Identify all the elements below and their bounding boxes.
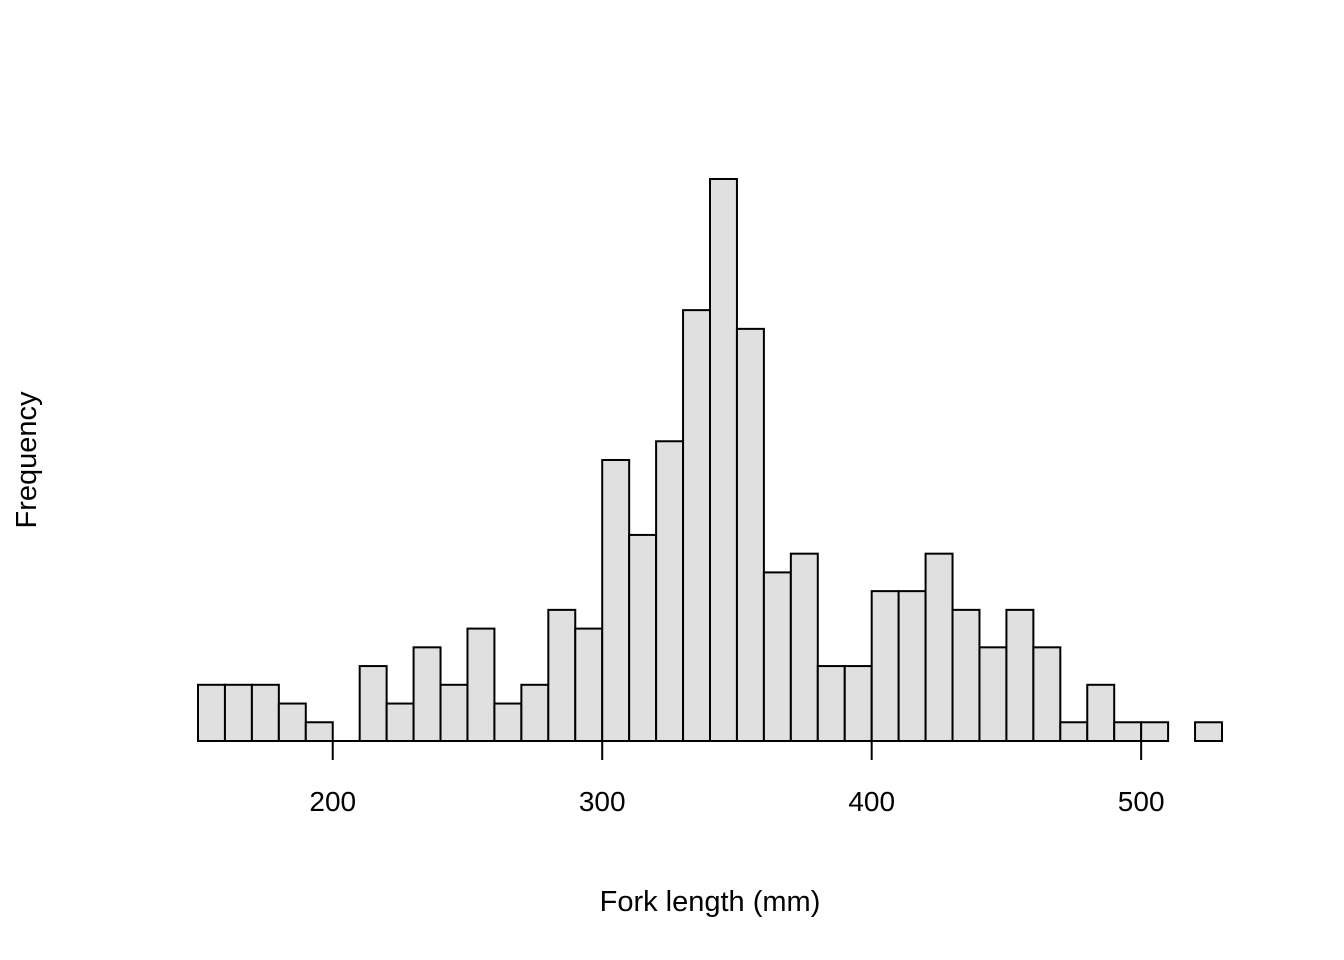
histogram-bar-520 [1194, 721, 1223, 742]
histogram-bar-230 [412, 646, 442, 742]
x-tick-label-500: 500 [1118, 786, 1165, 817]
x-axis-label: Fork length (mm) [600, 886, 821, 918]
histogram-bar-310 [628, 533, 658, 743]
histogram-bar-210 [358, 665, 388, 742]
x-axis: 200 300 400 500 [309, 740, 1165, 817]
histogram-bar-260 [493, 702, 523, 742]
histogram-bar-410 [897, 590, 927, 743]
histogram-bar-440 [978, 646, 1008, 742]
histogram-bar-480 [1086, 683, 1116, 742]
histogram-bar-490 [1113, 721, 1143, 742]
histogram-bar-280 [547, 608, 577, 742]
histogram-bar-160 [223, 683, 253, 742]
histogram-bar-270 [520, 683, 550, 742]
histogram-bar-330 [682, 309, 711, 742]
histogram-bar-420 [924, 552, 954, 743]
histogram-bar-190 [304, 721, 334, 742]
x-tick-label-200: 200 [309, 786, 356, 817]
y-axis-label: Frequency [11, 391, 43, 529]
histogram-bar-460 [1032, 646, 1062, 742]
x-tick-label-300: 300 [579, 786, 626, 817]
histogram-bar-450 [1005, 608, 1035, 742]
histogram-bar-470 [1059, 721, 1089, 742]
histogram-bar-430 [951, 608, 981, 742]
histogram-bar-170 [250, 683, 280, 742]
histogram-bar-400 [870, 590, 900, 743]
histogram-bar-290 [574, 627, 604, 742]
histogram-bar-320 [655, 440, 685, 742]
histogram-bar-150 [197, 683, 226, 742]
histogram-bar-180 [277, 702, 307, 742]
histogram-bars [197, 178, 1223, 743]
histogram-bar-220 [385, 702, 415, 742]
histogram-bar-340 [709, 178, 738, 742]
x-tick-label-400: 400 [848, 786, 895, 817]
histogram-bar-370 [789, 552, 819, 743]
histogram-bar-360 [762, 571, 792, 743]
histogram-bar-300 [601, 459, 631, 742]
histogram-bar-250 [466, 627, 496, 742]
histogram-bar-240 [439, 683, 469, 742]
histogram-bar-390 [843, 665, 873, 742]
histogram-bar-380 [816, 665, 846, 742]
histogram-bar-350 [735, 327, 765, 742]
histogram-bar-500 [1140, 721, 1170, 742]
